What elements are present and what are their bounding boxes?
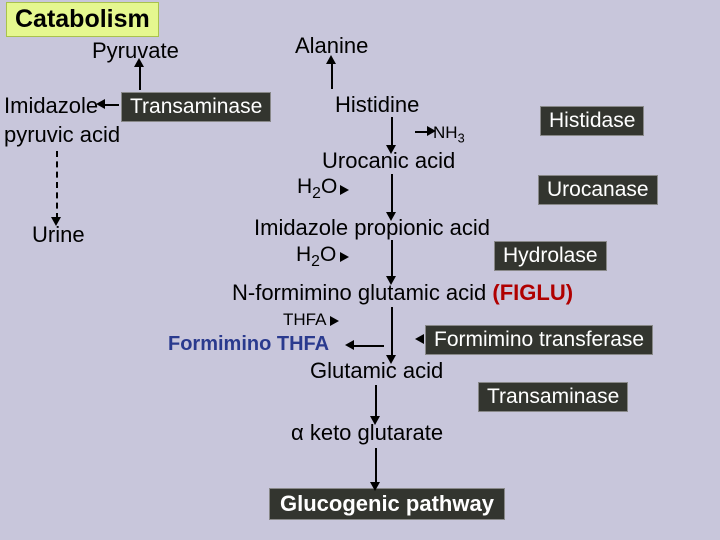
arrow-left-1-line xyxy=(103,104,119,106)
arrow-alanine-line xyxy=(331,60,333,89)
arrow-figlu-line xyxy=(391,307,393,357)
arrow-glutamic-line xyxy=(375,385,377,418)
transaminase-2-box: Transaminase xyxy=(478,382,628,412)
formimino-thfa-text: Formimino THFA xyxy=(168,333,329,355)
arrow-h2o1-head xyxy=(340,185,349,195)
urocanase-box: Urocanase xyxy=(538,175,658,205)
glucogenic-box: Glucogenic pathway xyxy=(269,488,505,520)
formimino-transferase-box: Formimino transferase xyxy=(425,325,653,355)
arrow-thfa-head xyxy=(330,316,339,326)
h2o-1-label: H2O xyxy=(297,175,337,203)
formimino-thfa-label: Formimino THFA xyxy=(168,333,329,356)
arrow-urine-head xyxy=(51,217,61,226)
transaminase-1-box: Transaminase xyxy=(121,92,271,122)
imidazole-propionic-label: Imidazole propionic acid xyxy=(254,215,490,241)
arrow-pyruvate-line xyxy=(139,63,141,90)
title-text: Catabolism xyxy=(6,2,159,37)
arrow-h2o2-head xyxy=(340,252,349,262)
arrow-aketo-head xyxy=(370,482,380,491)
hydrolase-box: Hydrolase xyxy=(494,241,607,271)
arrow-urine-line xyxy=(56,151,58,219)
arrow-ipa-head xyxy=(386,276,396,285)
h2o-2-label: H2O xyxy=(296,243,336,271)
glutamic-label: Glutamic acid xyxy=(310,358,443,384)
arrow-pyruvate-head xyxy=(134,58,144,67)
arrow-glutamic-head xyxy=(370,416,380,425)
thfa-label: THFA xyxy=(283,310,326,330)
imidazole-label-1: Imidazole xyxy=(4,93,98,119)
arrow-figlu-head xyxy=(386,355,396,364)
arrow-ft-head xyxy=(415,334,424,344)
arrow-hist-down-head xyxy=(386,145,396,154)
arrow-fthfa-head xyxy=(345,340,354,350)
arrow-urocanic-head xyxy=(386,212,396,221)
arrow-nh3-head xyxy=(427,126,436,136)
arrow-left-1-head xyxy=(96,99,105,109)
histidase-box: Histidase xyxy=(540,106,644,136)
arrow-alanine-head xyxy=(326,55,336,64)
nfiglu-label: N-formimino glutamic acid (FIGLU) xyxy=(232,280,573,306)
aketo-label: α keto glutarate xyxy=(291,420,443,446)
arrow-aketo-line xyxy=(375,448,377,484)
arrow-fthfa-line xyxy=(354,345,384,347)
arrow-ipa-line xyxy=(391,240,393,278)
nfiglu-text: N-formimino glutamic acid xyxy=(232,280,492,305)
figlu-text: (FIGLU) xyxy=(492,280,573,305)
arrow-urocanic-line xyxy=(391,174,393,214)
arrow-hist-down xyxy=(391,117,393,147)
imidazole-label-2: pyruvic acid xyxy=(4,122,120,148)
histidine-label: Histidine xyxy=(335,92,419,118)
nh3-label: NH3 xyxy=(433,123,465,145)
